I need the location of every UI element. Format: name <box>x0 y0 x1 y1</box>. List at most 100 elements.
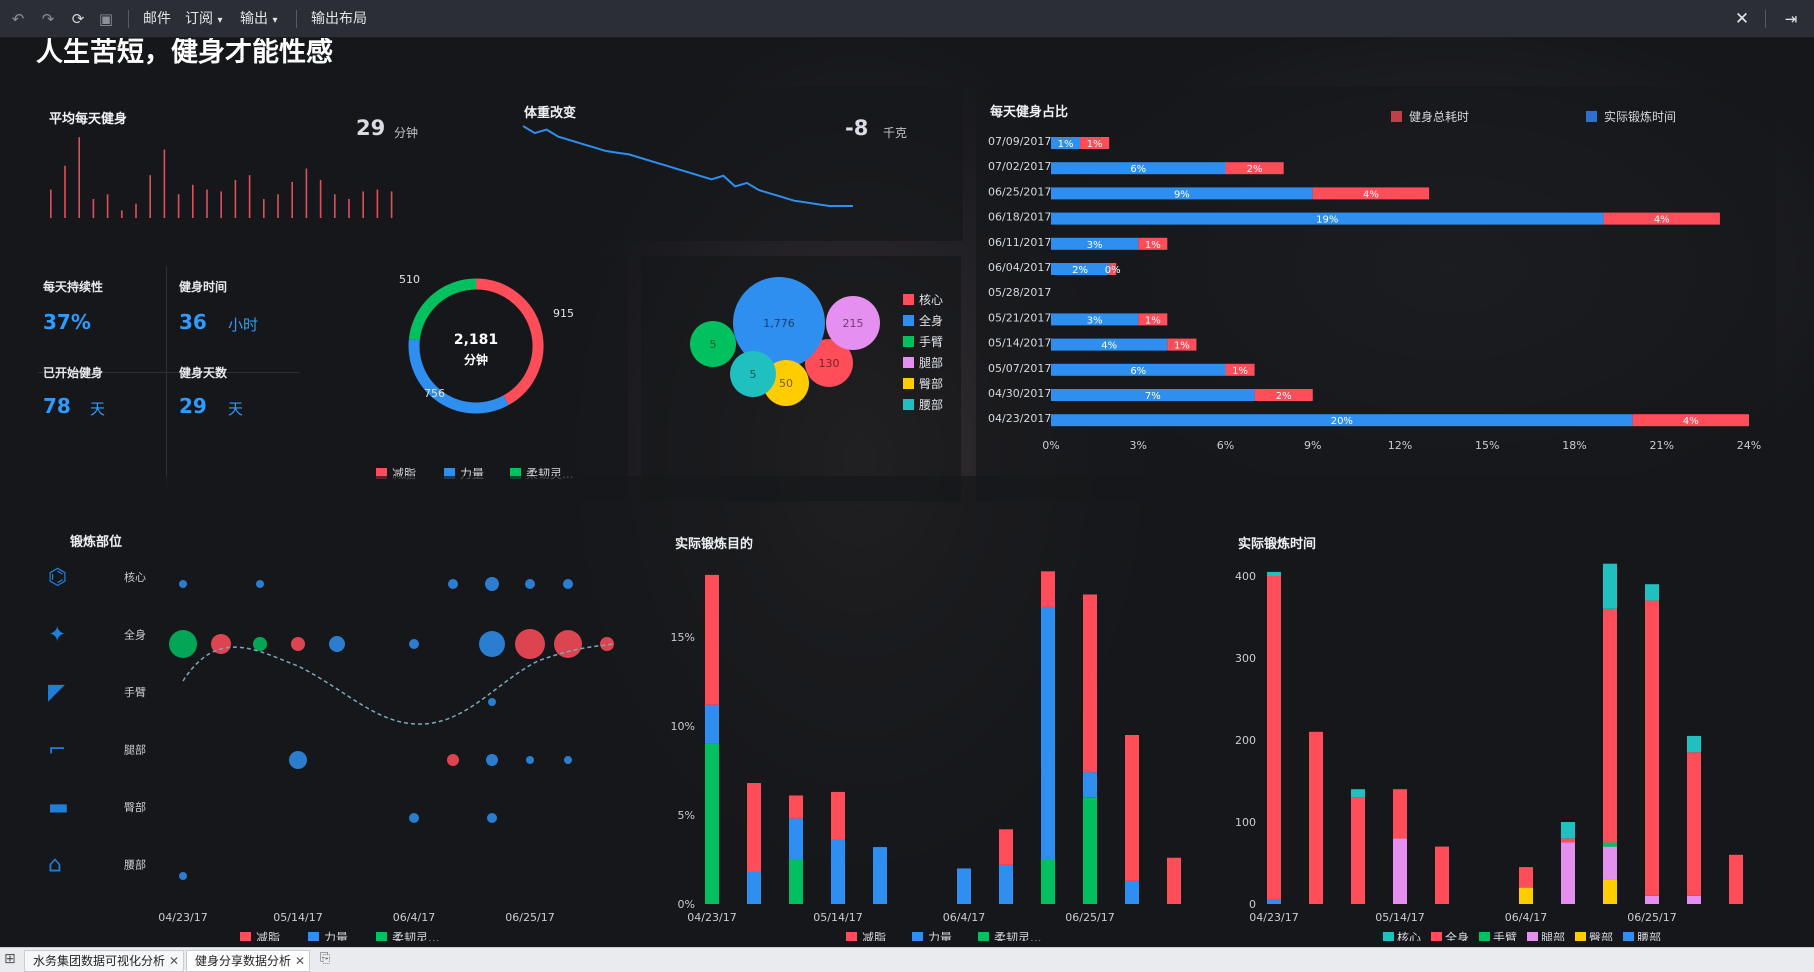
timeline-dot <box>554 630 582 658</box>
legend-label: 臀部 <box>919 376 943 391</box>
legend-label: 腰部 <box>1637 930 1661 941</box>
tick-label: 400 <box>1235 570 1256 583</box>
stacked-bar-segment <box>1309 731 1323 904</box>
spark-bar <box>135 203 137 218</box>
weight-line <box>522 125 853 207</box>
category-label: 07/02/2017 <box>988 160 1051 173</box>
stacked-bar-segment <box>1687 895 1701 904</box>
timeline-dot <box>291 637 305 651</box>
legend-swatch <box>444 468 455 479</box>
tick-label: 06/25/17 <box>1627 911 1676 924</box>
bar-total <box>1138 237 1168 250</box>
stacked-bar-segment <box>1645 584 1659 601</box>
legend-swatch <box>510 468 521 479</box>
export-layout-button[interactable]: 输出布局 <box>311 11 367 27</box>
tick-label: 24% <box>1737 439 1761 452</box>
bar-label: 1% <box>1145 315 1161 326</box>
days-value: 29 <box>179 394 207 418</box>
timeline-dot <box>526 756 534 764</box>
actual-time-stacked-bar-chart: 实际锻炼时间 0 100 200 300 400 04/23/17 05/14/17 06/4/… <box>1235 536 1743 941</box>
tick-label: 05/14/17 <box>1375 911 1424 924</box>
tab-water-group[interactable]: 水务集团数据可视化分析 ✕ <box>24 950 185 972</box>
legend-swatch <box>1623 932 1634 941</box>
spark-bar <box>234 180 237 218</box>
timeline-dot <box>179 580 187 588</box>
undo-icon[interactable]: ↶ <box>11 10 25 28</box>
spark-bar <box>106 194 109 218</box>
category-label: 04/30/2017 <box>988 387 1051 400</box>
redo-icon[interactable]: ↷ <box>41 10 55 28</box>
spark-bar <box>177 194 180 218</box>
stacked-bar-segment <box>705 743 719 904</box>
bubble <box>690 321 736 367</box>
stacked-bar-segment <box>1603 842 1617 847</box>
legend-label: 核心 <box>1397 931 1421 941</box>
consistency-value: 37% <box>43 310 91 334</box>
bubble <box>730 351 776 397</box>
timeline-dot <box>447 754 459 766</box>
bar-label: 3% <box>1087 240 1103 251</box>
stacked-bar-segment <box>1687 735 1701 753</box>
dashboard-title: 人生苦短，健身才能性感 <box>36 38 333 68</box>
purpose-stacked-bar-chart: 实际锻炼目的 0% 5% 10% 15% 04/23/17 05/14/17 06/4/17 0… <box>671 536 1181 941</box>
refresh-icon[interactable]: ⟳ <box>71 10 85 28</box>
tab-fitness-share[interactable]: 健身分享数据分析 ✕ <box>186 950 311 972</box>
category-label: 05/14/2017 <box>988 337 1051 350</box>
legend-label: 减脂 <box>256 930 280 941</box>
bar-actual <box>1051 212 1604 225</box>
bar-label: 19% <box>1316 215 1338 226</box>
spark-bar <box>64 165 66 218</box>
timeline-dot <box>253 637 267 651</box>
close-icon[interactable]: ✕ <box>168 954 180 968</box>
stacked-bar-segment <box>1561 842 1575 904</box>
legend-label: 实际锻炼时间 <box>1604 109 1676 124</box>
category-label: 07/09/2017 <box>988 135 1051 148</box>
bubble-label: 1,776 <box>763 317 795 330</box>
legend-swatch <box>903 294 914 305</box>
spark-bar <box>305 168 308 218</box>
new-tab-icon[interactable]: ⎘ <box>320 951 331 966</box>
save-icon[interactable]: ▣ <box>98 10 114 28</box>
exit-fullscreen-icon[interactable]: ⇥ <box>1784 10 1798 28</box>
daily-ratio-bar-chart: 每天健身占比 健身总耗时 实际锻炼时间 07/09/2017 1% 1% 07/02/201… <box>988 104 1761 452</box>
bubble-label: 130 <box>819 357 840 370</box>
tick-label: 100 <box>1235 816 1256 829</box>
stacked-bar-segment <box>1083 594 1097 773</box>
divider <box>296 10 297 28</box>
grid-icon[interactable]: ⊞ <box>4 951 16 967</box>
spark-bar <box>50 189 52 218</box>
close-icon[interactable]: ✕ <box>294 954 306 968</box>
chevron-down-icon: ▾ <box>217 15 223 26</box>
export-menu[interactable]: 输出 ▾ <box>240 11 278 27</box>
legend-label: 力量 <box>928 931 952 941</box>
legend-label: 核心 <box>919 293 943 307</box>
stacked-bar-segment <box>831 791 845 840</box>
stacked-bar-segment <box>1041 571 1055 607</box>
subscribe-menu[interactable]: 订阅 ▾ <box>185 11 223 27</box>
tick-label: 06/4/17 <box>393 911 435 924</box>
stacked-bar-segment <box>1083 797 1097 904</box>
legend-swatch <box>1586 111 1597 122</box>
bar-label: 9% <box>1174 189 1190 200</box>
panel-title: 体重改变 <box>524 106 577 121</box>
stacked-bar-segment <box>1519 867 1533 888</box>
panel-title: 锻炼部位 <box>70 534 122 550</box>
spark-bar <box>192 184 194 218</box>
tick-label: 21% <box>1650 439 1674 452</box>
timeline-dot <box>256 580 264 588</box>
panel-title: 每天健身占比 <box>990 104 1068 120</box>
bar-label: 1% <box>1145 240 1161 251</box>
donut-panel: 2,181 分钟 915 756 510 减脂 力量 柔韧灵... <box>324 256 628 501</box>
close-icon[interactable]: ✕ <box>1734 9 1750 29</box>
stacked-bar-segment <box>1561 838 1575 843</box>
stacked-bar-segment <box>1519 887 1533 904</box>
spark-bar <box>277 194 279 218</box>
mail-menu[interactable]: 邮件 <box>143 11 171 27</box>
bar-actual <box>1051 389 1255 401</box>
consistency-label: 每天持续性 <box>43 280 104 294</box>
bar-total <box>1225 162 1284 175</box>
tick-label: 06/4/17 <box>1505 911 1547 924</box>
panel-title: 实际锻炼目的 <box>675 536 753 552</box>
stacked-bar-segment <box>1561 822 1575 839</box>
